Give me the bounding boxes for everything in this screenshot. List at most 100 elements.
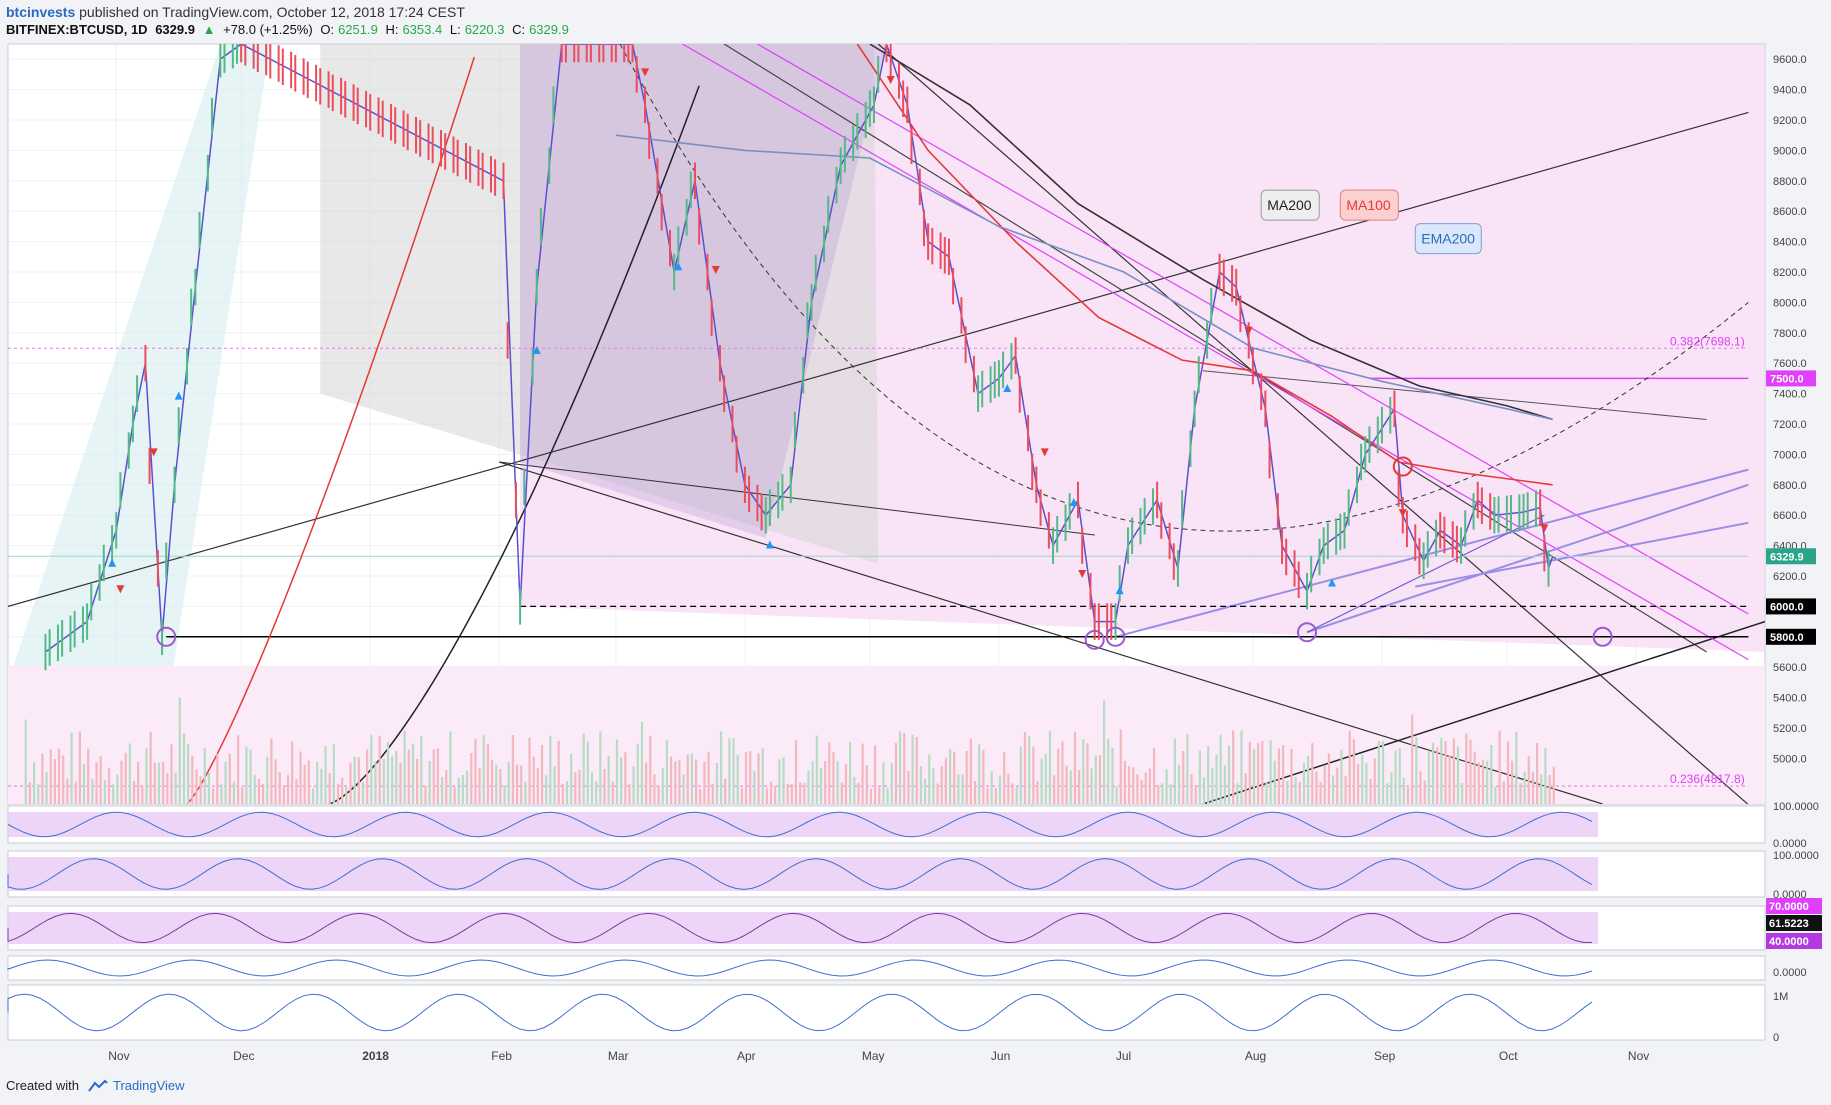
volume-bar xyxy=(420,736,423,804)
dashed-arc xyxy=(619,44,1749,532)
level-tag-label: 7500.0 xyxy=(1770,373,1804,385)
volume-bar xyxy=(1161,783,1164,804)
volume-bar xyxy=(378,735,381,804)
volume-bar xyxy=(649,735,652,804)
volume-bar xyxy=(1032,746,1035,804)
y-tick-label: 8600.0 xyxy=(1773,206,1807,218)
volume-bar xyxy=(1098,755,1102,804)
volume-bar xyxy=(1069,770,1072,804)
volume-bar xyxy=(470,753,473,804)
buy-arrow-icon xyxy=(532,346,541,354)
published-info: published on TradingView.com, October 12… xyxy=(79,4,465,20)
volume-bar xyxy=(803,782,806,804)
trend-line xyxy=(1115,468,1749,638)
volume-bar xyxy=(815,735,818,804)
sell-arrow-icon xyxy=(1244,326,1253,335)
volume-bar xyxy=(187,744,190,804)
volume-bar xyxy=(395,750,398,804)
volume-bar xyxy=(932,768,935,804)
y-tick-label: 7800.0 xyxy=(1773,328,1807,340)
symbol-label[interactable]: BITFINEX:BTCUSD, 1D xyxy=(6,22,148,37)
volume-bar xyxy=(574,772,577,804)
volume-bar xyxy=(103,779,106,804)
high-value: 6353.4 xyxy=(402,22,443,37)
volume-bar xyxy=(982,749,985,804)
trend-line xyxy=(877,44,1749,804)
volume-bar xyxy=(1132,767,1135,804)
volume-bar xyxy=(1127,766,1131,804)
volume-bar xyxy=(141,786,144,804)
volume-bar xyxy=(936,783,939,804)
y-tick-label: 9600.0 xyxy=(1773,54,1807,66)
volume-bar xyxy=(1319,781,1322,804)
volume-bar xyxy=(1202,777,1206,804)
volume-bar xyxy=(174,772,177,804)
volume-bar xyxy=(715,763,718,804)
volume-bar xyxy=(1173,738,1176,804)
volume-bar xyxy=(199,776,202,804)
y-tick-label: 9400.0 xyxy=(1773,85,1807,97)
volume-bar xyxy=(653,774,656,804)
volume-bar xyxy=(674,761,677,804)
volume-bar xyxy=(994,788,997,804)
y-tick-label: 8800.0 xyxy=(1773,176,1807,188)
x-tick-label: Apr xyxy=(737,1049,756,1063)
pane-level-tag xyxy=(1766,933,1822,949)
volume-bar xyxy=(836,761,839,804)
volume-bar xyxy=(1340,749,1343,804)
volume-bar xyxy=(620,757,623,804)
volume-bar xyxy=(1348,730,1351,804)
level-tag-label: 6000.0 xyxy=(1770,601,1804,613)
volume-bar xyxy=(1265,781,1268,804)
volume-bar xyxy=(940,766,943,804)
volume-bar xyxy=(874,745,877,804)
volume-bar xyxy=(978,744,981,804)
volume-bar xyxy=(1186,734,1189,804)
volume-bar xyxy=(66,778,69,804)
volume-bar xyxy=(1415,737,1418,804)
volume-bar xyxy=(857,782,860,804)
volume-bar xyxy=(1386,783,1389,804)
volume-bar xyxy=(1023,732,1027,804)
volume-bar xyxy=(1236,783,1239,804)
volume-bar xyxy=(728,738,731,804)
volume-bar xyxy=(1365,763,1368,804)
publisher-username[interactable]: btcinvests xyxy=(6,4,76,20)
volume-bar xyxy=(1515,731,1518,804)
volume-bar xyxy=(973,780,977,804)
y-tick-label: 5400.0 xyxy=(1773,693,1807,705)
series-line xyxy=(615,134,1553,421)
volume-bar xyxy=(307,760,310,804)
volume-bar xyxy=(1498,730,1501,804)
volume-bar xyxy=(432,749,435,804)
y-tick-label: 7200.0 xyxy=(1773,419,1807,431)
volume-bar xyxy=(957,774,960,804)
volume-bar xyxy=(1511,760,1514,804)
pivot-circle xyxy=(1105,626,1126,647)
volume-bar xyxy=(391,756,394,804)
volume-bar xyxy=(961,774,964,804)
buy-arrow-icon xyxy=(1069,498,1078,506)
volume-bar xyxy=(345,787,348,804)
sell-arrow-icon xyxy=(1540,524,1549,533)
volume-bar xyxy=(465,770,469,804)
volume-bar xyxy=(449,731,452,804)
volume-bar xyxy=(1198,750,1201,804)
volume-bar xyxy=(386,741,390,804)
volume-bar xyxy=(724,778,727,804)
volume-bar xyxy=(78,731,81,804)
sell-arrow-icon xyxy=(641,68,650,77)
volume-bar xyxy=(53,759,56,804)
volume-bar xyxy=(769,781,773,804)
series-line xyxy=(869,44,1553,421)
volume-bar xyxy=(278,772,281,804)
volume-bar xyxy=(1361,754,1364,804)
volume-bar xyxy=(1286,780,1289,804)
volume-bar xyxy=(49,749,52,804)
volume-bar xyxy=(998,775,1002,804)
volume-bar xyxy=(253,775,256,804)
volume-bar xyxy=(799,782,802,804)
open-value: 6251.9 xyxy=(338,22,378,37)
tradingview-logo[interactable]: TradingView xyxy=(87,1078,185,1093)
